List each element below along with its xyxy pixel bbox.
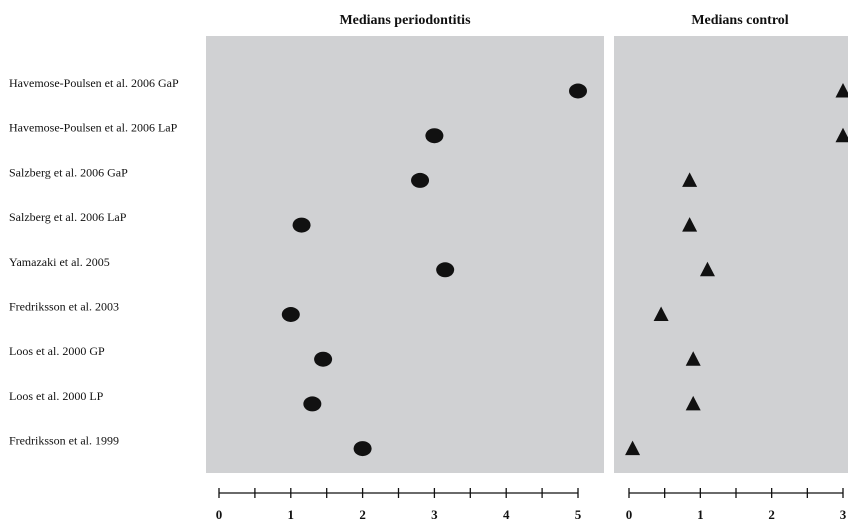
control-median-marker xyxy=(653,306,669,321)
study-label: Havemose-Poulsen et al. 2006 GaP xyxy=(9,76,179,90)
periodontitis-panel-title: Medians periodontitis xyxy=(339,13,471,28)
control-tick-label: 1 xyxy=(697,507,704,522)
control-panel-bg xyxy=(614,36,848,473)
control-median-marker xyxy=(835,83,848,98)
study-label: Yamazaki et al. 2005 xyxy=(9,255,110,269)
study-labels: Havemose-Poulsen et al. 2006 GaP Havemose… xyxy=(9,76,179,448)
study-label: Loos et al. 2000 LP xyxy=(9,389,104,403)
periodontitis-tick-label: 4 xyxy=(503,507,510,522)
study-label: Salzberg et al. 2006 LaP xyxy=(9,210,127,224)
periodontitis-tick-label: 3 xyxy=(431,507,438,522)
study-label: Havemose-Poulsen et al. 2006 LaP xyxy=(9,121,178,135)
control-median-marker xyxy=(625,440,641,456)
control-median-marker xyxy=(685,351,701,366)
periodontitis-tick-label: 0 xyxy=(216,507,223,522)
periodontitis-tick-label: 2 xyxy=(359,507,366,522)
periodontitis-x-axis: 0 1 2 3 4 5 xyxy=(216,488,582,522)
periodontitis-median-marker xyxy=(353,441,372,457)
control-x-axis: 0 1 2 3 xyxy=(626,488,847,522)
control-tick-label: 2 xyxy=(768,507,775,522)
study-label: Salzberg et al. 2006 GaP xyxy=(9,165,128,179)
periodontitis-median-marker xyxy=(569,83,587,99)
control-median-marker xyxy=(835,127,848,143)
periodontitis-median-marker xyxy=(292,217,311,233)
study-label: Fredriksson et al. 2003 xyxy=(9,300,119,314)
periodontitis-markers xyxy=(281,83,587,457)
periodontitis-median-marker xyxy=(436,262,455,278)
control-median-marker xyxy=(699,261,715,277)
control-median-marker xyxy=(682,172,698,187)
periodontitis-panel-bg xyxy=(206,36,604,473)
periodontitis-tick-label: 1 xyxy=(288,507,295,522)
periodontitis-median-marker xyxy=(425,128,444,144)
control-median-marker xyxy=(682,217,698,232)
study-label: Fredriksson et al. 1999 xyxy=(9,434,119,448)
periodontitis-median-marker xyxy=(281,307,300,322)
control-median-marker xyxy=(685,395,701,411)
periodontitis-tick-label: 5 xyxy=(575,507,582,522)
control-markers xyxy=(625,83,848,456)
periodontitis-median-marker xyxy=(411,172,430,188)
periodontitis-median-marker xyxy=(303,396,322,412)
study-label: Loos et al. 2000 GP xyxy=(9,344,105,358)
control-tick-label: 3 xyxy=(840,507,847,522)
control-tick-label: 0 xyxy=(626,507,633,522)
periodontitis-median-marker xyxy=(314,351,333,367)
control-panel-title: Medians control xyxy=(691,13,788,28)
